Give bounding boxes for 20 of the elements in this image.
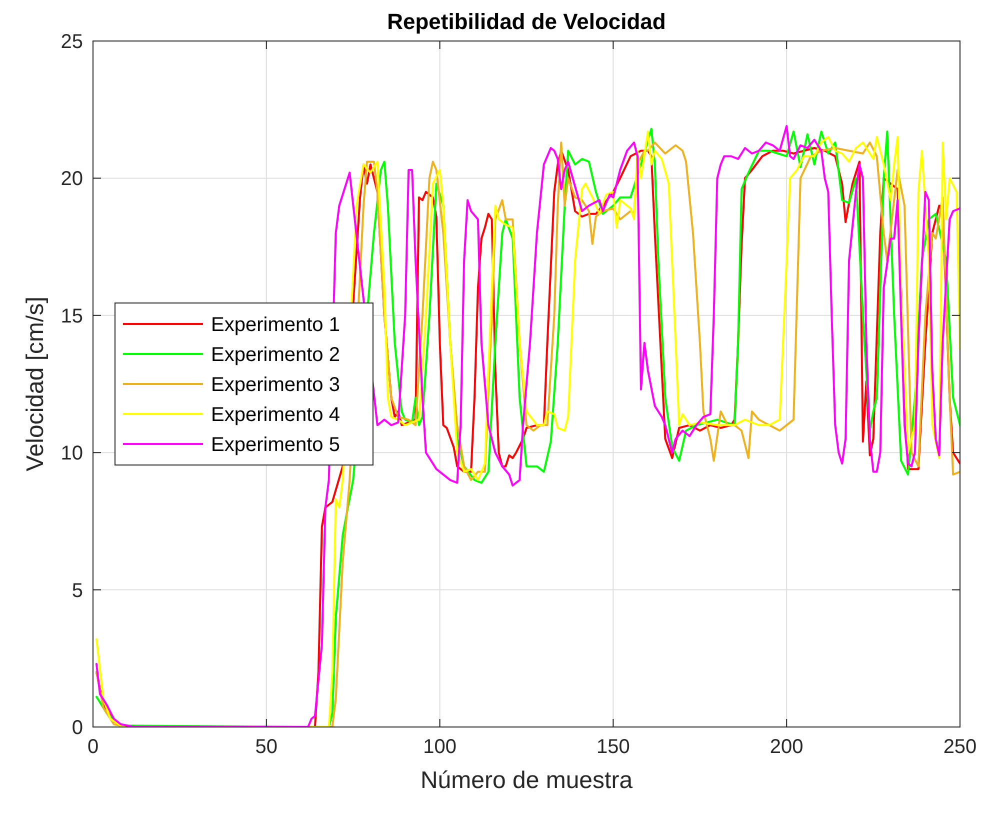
x-tick-label: 100	[423, 736, 456, 758]
y-tick-label: 5	[72, 580, 83, 602]
x-tick-label: 150	[596, 736, 630, 758]
legend-label: Experimento 2	[211, 344, 340, 366]
y-tick-label: 10	[60, 442, 83, 465]
x-tick-label: 50	[255, 736, 278, 758]
x-axis-title: Número de muestra	[420, 767, 634, 794]
legend-label: Experimento 1	[211, 314, 340, 336]
legend-label: Experimento 3	[211, 374, 340, 396]
y-tick-label: 20	[60, 168, 83, 190]
y-tick-label: 25	[60, 31, 83, 53]
chart-title: Repetibilidad de Velocidad	[387, 9, 666, 34]
y-tick-label: 15	[60, 305, 83, 328]
y-tick-label: 0	[72, 717, 83, 739]
legend-label: Experimento 5	[211, 434, 340, 456]
x-tick-label: 200	[770, 736, 804, 758]
legend-label: Experimento 4	[211, 404, 340, 426]
x-tick-label: 250	[943, 736, 977, 758]
x-tick-label: 0	[87, 736, 99, 758]
y-axis-title: Velocidad [cm/s]	[22, 296, 49, 472]
